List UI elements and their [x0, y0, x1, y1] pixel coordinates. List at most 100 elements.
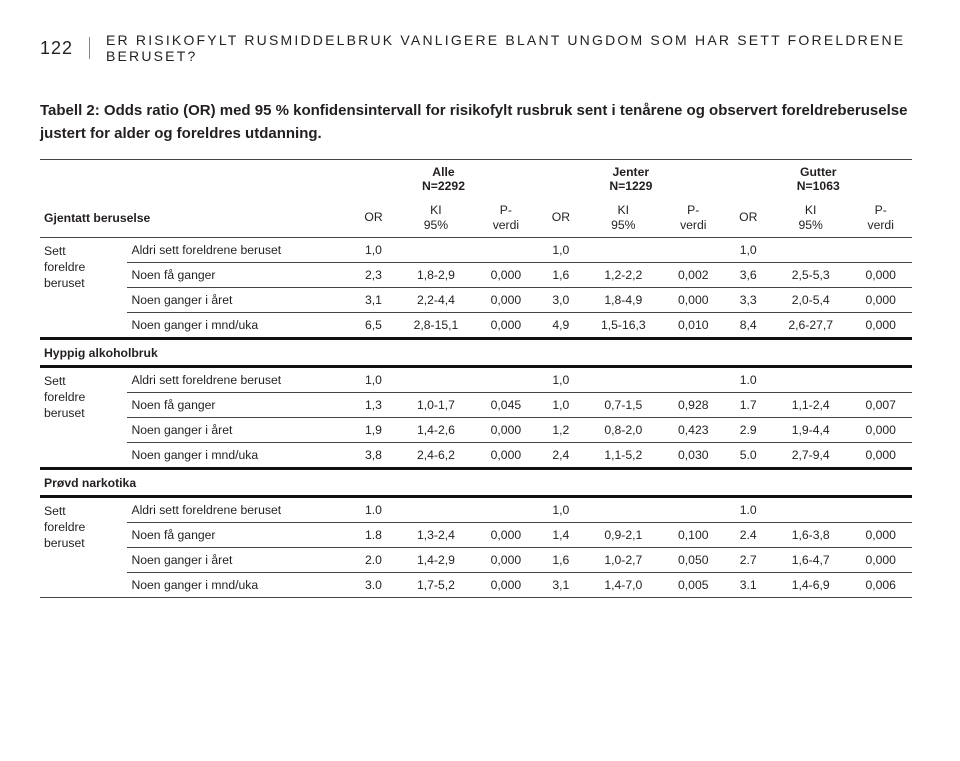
col-group-alle: AlleN=2292 [350, 160, 537, 199]
subcol-or: OR [537, 198, 584, 238]
rowhead: Settforeldreberuset [40, 497, 127, 598]
subcol-ki: KI95% [585, 198, 662, 238]
cell-jenter-ki: 1,0-2,7 [585, 548, 662, 573]
cell-gutter-ki: 2,0-5,4 [772, 288, 849, 313]
row-label: Noen få ganger [127, 393, 349, 418]
cell-alle-p: 0,000 [475, 523, 537, 548]
cell-jenter-p [662, 367, 724, 393]
cell-jenter-p: 0,050 [662, 548, 724, 573]
cell-gutter-p: 0,000 [849, 523, 912, 548]
head-divider [89, 37, 90, 59]
row-label: Noen ganger i mnd/uka [127, 443, 349, 469]
cell-alle-p: 0,000 [475, 548, 537, 573]
subcol-p: P-verdi [475, 198, 537, 238]
cell-gutter-or: 5.0 [725, 443, 772, 469]
table-row: Noen ganger i mnd/uka6,52,8-15,10,0004,9… [40, 313, 912, 339]
cell-gutter-ki [772, 497, 849, 523]
cell-jenter-ki: 1,2-2,2 [585, 263, 662, 288]
subcol-p: P-verdi [849, 198, 912, 238]
table-row: Noen ganger i året1,91,4-2,60,0001,20,8-… [40, 418, 912, 443]
table-row: Noen ganger i året3,12,2-4,40,0003,01,8-… [40, 288, 912, 313]
cell-alle-ki [397, 238, 474, 263]
table-row: Noen ganger i året2.01,4-2,90,0001,61,0-… [40, 548, 912, 573]
cell-gutter-or: 3,3 [725, 288, 772, 313]
cell-jenter-p: 0,002 [662, 263, 724, 288]
cell-alle-ki: 1,4-2,6 [397, 418, 474, 443]
cell-gutter-p: 0,000 [849, 418, 912, 443]
table-row: SettforeldreberusetAldri sett foreldrene… [40, 238, 912, 263]
cell-jenter-or: 3,1 [537, 573, 584, 598]
cell-jenter-or: 1,0 [537, 238, 584, 263]
cell-gutter-p: 0,000 [849, 313, 912, 339]
cell-jenter-or: 1,0 [537, 367, 584, 393]
cell-gutter-ki: 1,9-4,4 [772, 418, 849, 443]
section-title-1: Hyppig alkoholbruk [40, 339, 912, 367]
cell-jenter-p [662, 497, 724, 523]
cell-alle-p: 0,045 [475, 393, 537, 418]
cell-alle-ki: 2,2-4,4 [397, 288, 474, 313]
cell-gutter-p: 0,007 [849, 393, 912, 418]
cell-gutter-ki: 1,1-2,4 [772, 393, 849, 418]
cell-gutter-ki: 1,6-4,7 [772, 548, 849, 573]
cell-jenter-or: 1,0 [537, 497, 584, 523]
cell-jenter-or: 2,4 [537, 443, 584, 469]
subcol-ki: KI95% [397, 198, 474, 238]
cell-alle-or: 1.8 [350, 523, 397, 548]
cell-gutter-p: 0,000 [849, 288, 912, 313]
cell-alle-p: 0,000 [475, 443, 537, 469]
cell-alle-p: 0,000 [475, 263, 537, 288]
cell-gutter-ki [772, 238, 849, 263]
cell-gutter-or: 1.0 [725, 367, 772, 393]
cell-alle-or: 1,9 [350, 418, 397, 443]
cell-alle-p: 0,000 [475, 573, 537, 598]
cell-jenter-p: 0,030 [662, 443, 724, 469]
subcol-ki: KI95% [772, 198, 849, 238]
col-group-gutter: GutterN=1063 [725, 160, 912, 199]
cell-alle-or: 1.0 [350, 497, 397, 523]
cell-gutter-ki: 1,4-6,9 [772, 573, 849, 598]
cell-gutter-or: 2.9 [725, 418, 772, 443]
table-row: Noen ganger i mnd/uka3,82,4-6,20,0002,41… [40, 443, 912, 469]
cell-jenter-ki: 1,1-5,2 [585, 443, 662, 469]
section-title-0: Gjentatt beruselse [40, 198, 350, 238]
cell-alle-or: 2,3 [350, 263, 397, 288]
cell-gutter-p: 0,006 [849, 573, 912, 598]
cell-jenter-or: 1,6 [537, 548, 584, 573]
cell-jenter-ki [585, 367, 662, 393]
cell-gutter-p [849, 238, 912, 263]
subcol-or: OR [350, 198, 397, 238]
cell-alle-ki: 1,0-1,7 [397, 393, 474, 418]
page: 122 ER RISIKOFYLT RUSMIDDELBRUK VANLIGER… [0, 0, 960, 761]
running-head: 122 ER RISIKOFYLT RUSMIDDELBRUK VANLIGER… [40, 32, 912, 64]
cell-alle-ki: 1,7-5,2 [397, 573, 474, 598]
cell-gutter-or: 1.7 [725, 393, 772, 418]
cell-alle-ki [397, 367, 474, 393]
cell-jenter-ki: 0,8-2,0 [585, 418, 662, 443]
cell-jenter-or: 3,0 [537, 288, 584, 313]
table-row: Noen ganger i mnd/uka3.01,7-5,20,0003,11… [40, 573, 912, 598]
cell-gutter-or: 8,4 [725, 313, 772, 339]
cell-gutter-or: 3.1 [725, 573, 772, 598]
cell-jenter-ki: 1,4-7,0 [585, 573, 662, 598]
table-body: SettforeldreberusetAldri sett foreldrene… [40, 238, 912, 598]
odds-ratio-table: AlleN=2292 JenterN=1229 GutterN=1063 Gje… [40, 159, 912, 598]
cell-alle-or: 1,0 [350, 238, 397, 263]
cell-jenter-p: 0,928 [662, 393, 724, 418]
cell-alle-or: 1,0 [350, 367, 397, 393]
table-row: Noen få ganger2,31,8-2,90,0001,61,2-2,20… [40, 263, 912, 288]
cell-gutter-ki [772, 367, 849, 393]
cell-jenter-or: 1,6 [537, 263, 584, 288]
cell-jenter-p: 0,005 [662, 573, 724, 598]
cell-alle-or: 6,5 [350, 313, 397, 339]
row-label: Noen ganger i året [127, 548, 349, 573]
cell-gutter-p: 0,000 [849, 263, 912, 288]
row-label: Noen ganger i året [127, 288, 349, 313]
row-label: Noen ganger i året [127, 418, 349, 443]
table-row: SettforeldreberusetAldri sett foreldrene… [40, 367, 912, 393]
cell-jenter-or: 1,4 [537, 523, 584, 548]
page-number: 122 [40, 38, 73, 59]
cell-gutter-ki: 2,5-5,3 [772, 263, 849, 288]
cell-jenter-p: 0,100 [662, 523, 724, 548]
rowhead: Settforeldreberuset [40, 238, 127, 339]
cell-alle-or: 3,8 [350, 443, 397, 469]
